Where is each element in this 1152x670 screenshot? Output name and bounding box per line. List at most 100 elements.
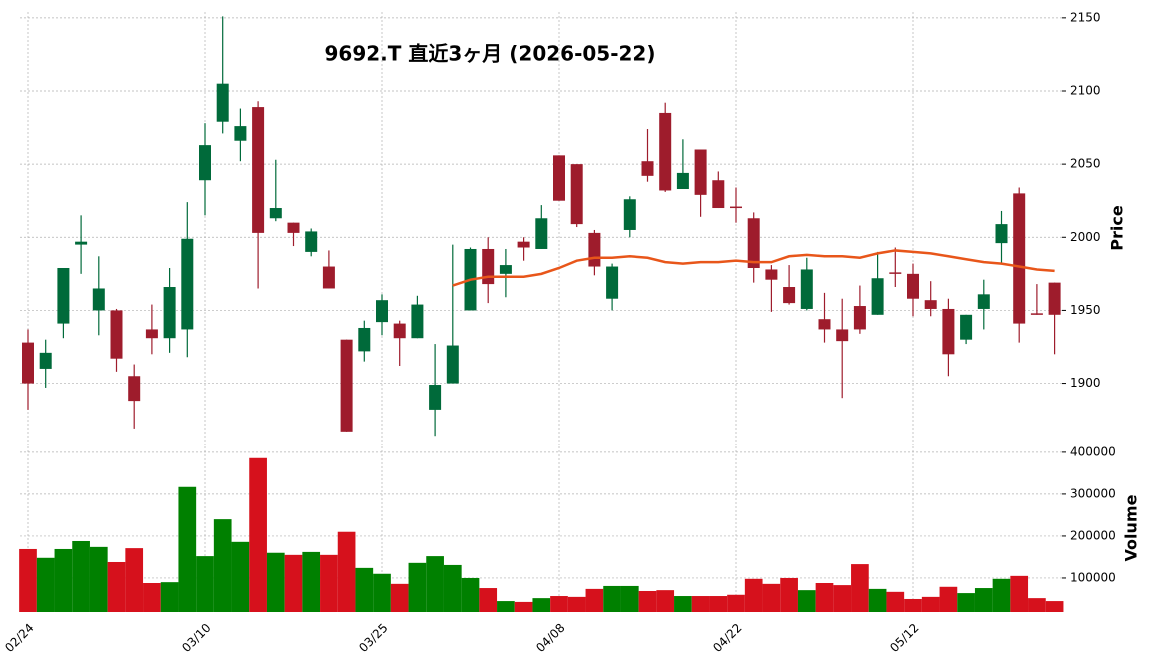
candle-body <box>588 232 601 267</box>
volume-bar <box>36 557 55 612</box>
volume-bar <box>443 564 462 612</box>
y-tick-label: 1900 <box>1070 376 1101 390</box>
candle-body <box>676 172 689 190</box>
candle-body <box>482 248 495 285</box>
volume-bar <box>603 585 621 612</box>
x-tick-label: 03/25 <box>356 621 390 655</box>
volume-bar <box>54 548 73 612</box>
volume-bar <box>992 578 1011 612</box>
volume-bar <box>727 594 745 612</box>
volume-bar <box>373 573 391 612</box>
volume-bar <box>160 582 179 612</box>
volume-bar <box>656 590 675 612</box>
candle-body <box>641 161 654 176</box>
volume-bar <box>178 486 197 612</box>
volume-bar <box>886 591 905 612</box>
y-tick-label: 1950 <box>1070 303 1101 317</box>
y2-tick-label: 200000 <box>1070 528 1116 542</box>
candle-body <box>110 310 123 359</box>
candle-body <box>163 287 176 339</box>
x-tick-label: 04/22 <box>710 621 744 655</box>
candle-body <box>376 300 388 323</box>
volume-bar <box>125 548 144 612</box>
volume-bar <box>939 586 958 612</box>
candle-body <box>853 306 866 330</box>
candle-body <box>836 329 849 342</box>
candle-body <box>712 180 725 209</box>
candle-body <box>128 376 141 402</box>
candle-body <box>800 269 813 309</box>
volume-bar <box>408 562 427 612</box>
volume-bar <box>284 554 303 612</box>
candle-body <box>942 308 955 355</box>
volume-bar <box>497 601 515 612</box>
volume-bar <box>921 596 940 612</box>
candle-body <box>358 327 371 352</box>
candle-body <box>783 287 796 304</box>
y-tick-label: 2100 <box>1070 83 1101 97</box>
candle-body <box>606 266 619 299</box>
candle-body <box>1048 282 1061 315</box>
volume-bar <box>550 596 568 612</box>
moving-average-line <box>452 249 1055 287</box>
volume-bar <box>797 590 816 612</box>
candle-body <box>199 145 211 181</box>
candle-body <box>252 107 265 233</box>
volume-bar <box>851 564 869 612</box>
volume-bar <box>479 588 498 612</box>
volume-bar <box>780 577 798 612</box>
volume-bar <box>762 583 781 612</box>
candle-body <box>181 238 194 330</box>
candle-body <box>818 319 831 330</box>
candle-body <box>340 339 353 432</box>
volume-bar <box>744 578 763 612</box>
candle-body <box>924 300 937 309</box>
candle-body <box>517 241 530 248</box>
candle-body <box>322 266 335 289</box>
volume-bar <box>514 601 533 612</box>
volume-bar <box>213 519 232 612</box>
volume-bar <box>567 596 586 612</box>
volume-bar <box>585 588 604 612</box>
y2-tick-label: 100000 <box>1070 570 1116 584</box>
volume-bar <box>107 561 126 612</box>
volume-bar <box>1010 575 1029 612</box>
candle-body <box>995 224 1008 244</box>
volume-bar <box>620 585 639 612</box>
candle-body <box>889 272 902 274</box>
volume-bar <box>674 596 692 612</box>
volume-bar <box>1028 598 1046 612</box>
volume-bar <box>532 598 551 612</box>
volume-bar <box>231 541 250 612</box>
candle-body <box>570 164 583 225</box>
candle-body <box>429 385 442 410</box>
y-tick-label: 2150 <box>1070 10 1101 24</box>
volume-bar <box>390 583 409 612</box>
candle-body <box>269 208 282 219</box>
volume-bar <box>89 546 108 612</box>
candle-body <box>730 206 742 209</box>
candle-body <box>499 265 512 274</box>
volume-bar <box>461 577 480 612</box>
candle-body <box>747 218 760 268</box>
y-axis-label: Price <box>1108 205 1127 251</box>
candle-body <box>694 149 707 195</box>
y2-axis-label: Volume <box>1122 494 1141 561</box>
volume-bar <box>868 588 887 612</box>
x-tick-label: 04/08 <box>533 621 567 655</box>
candle-body <box>287 222 300 233</box>
y-tick-label: 2000 <box>1070 230 1101 244</box>
candle-body <box>535 218 548 249</box>
candle-body <box>305 231 318 252</box>
x-tick-label: 03/10 <box>179 621 213 655</box>
candle-body <box>216 83 229 122</box>
candle-body <box>75 241 88 245</box>
volume-bar <box>320 554 338 612</box>
volume-bar <box>974 588 993 612</box>
candle-body <box>22 342 34 384</box>
candle-body <box>57 267 70 324</box>
candle-body <box>92 288 105 311</box>
volume-bar <box>302 551 321 612</box>
volume-bar <box>19 548 37 612</box>
